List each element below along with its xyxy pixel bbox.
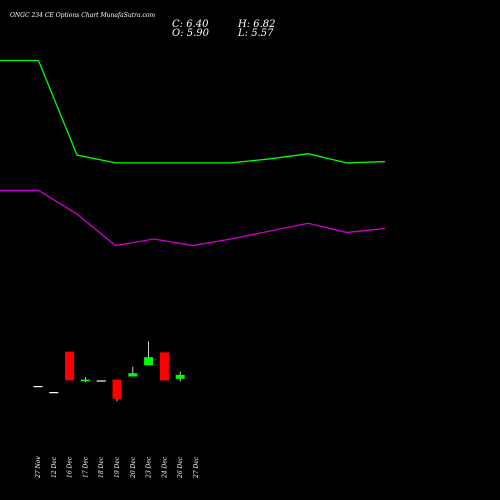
line-series-1 (0, 59, 386, 164)
candle-body (49, 392, 59, 394)
open-value: O: 5.90 (172, 28, 210, 39)
x-tick-label: 19 Dec (114, 456, 121, 478)
candle-body (96, 380, 106, 382)
line-layer (0, 59, 386, 247)
close-value: C: 6.40 (172, 19, 209, 30)
candle-8 (144, 341, 154, 366)
x-axis-labels: 27 Nov 12 Dec 16 Dec 17 Dec 18 Dec 19 Dec 20 D… (35, 456, 200, 479)
candle-4 (80, 377, 90, 382)
x-tick-label: 23 Dec (146, 456, 153, 479)
x-tick-label: 20 Dec (130, 456, 137, 479)
candle-body (33, 386, 43, 388)
x-tick-label: 24 Dec (161, 456, 168, 479)
candle-9 (159, 352, 169, 381)
x-tick-label: 26 Dec (177, 456, 184, 479)
candle-body (159, 352, 169, 381)
candle-2 (49, 392, 59, 394)
candle-1 (33, 386, 43, 388)
candle-body (144, 357, 154, 366)
x-tick-label: 27 Dec (193, 456, 200, 479)
candle-body (65, 351, 75, 381)
candle-3 (65, 351, 75, 381)
candle-body (128, 373, 138, 377)
candle-6 (112, 379, 122, 402)
candle-layer (33, 341, 185, 402)
candle-body (80, 379, 90, 382)
candle-5 (96, 380, 106, 382)
x-tick-label: 27 Nov (35, 456, 42, 479)
x-tick-label: 12 Dec (51, 456, 58, 478)
high-value: H: 6.82 (238, 19, 276, 30)
x-tick-label: 17 Dec (82, 456, 89, 478)
low-value: L: 5.57 (238, 28, 274, 39)
chart-title: ONGC 234 CE Options Chart MunafaSutra.co… (10, 12, 156, 19)
candle-body (112, 379, 122, 399)
x-tick-label: 18 Dec (98, 456, 105, 478)
candle-10 (175, 371, 185, 382)
candle-7 (128, 366, 138, 377)
x-tick-label: 16 Dec (67, 456, 74, 478)
line-series-2 (0, 189, 386, 247)
candle-body (175, 374, 185, 379)
